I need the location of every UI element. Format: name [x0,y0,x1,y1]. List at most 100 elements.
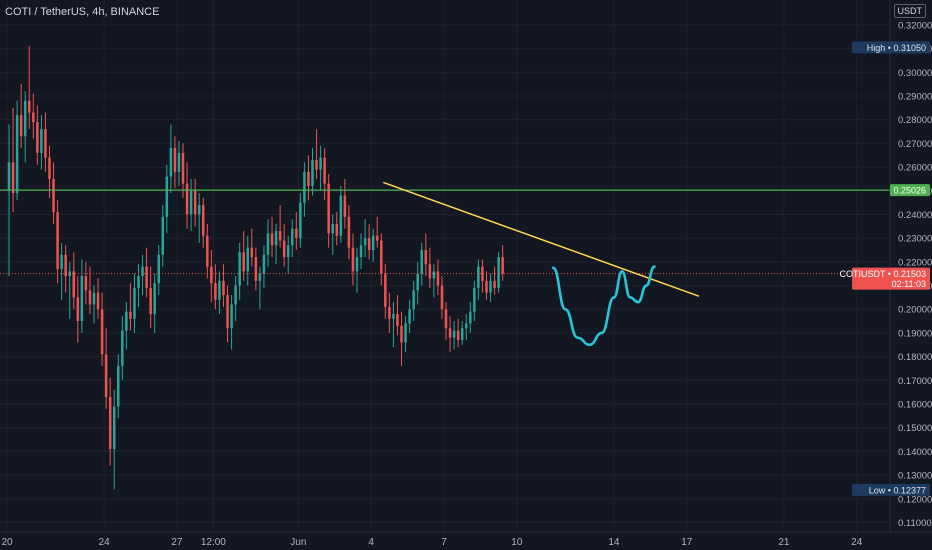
candle-body [133,287,136,319]
low-price-label: Low • 0.12377 [852,483,930,496]
drawings [0,181,890,347]
candle-body [489,280,492,293]
candle-body [76,297,80,322]
candle-body [72,271,76,298]
candle-body [201,204,205,236]
candle-body [169,148,173,177]
candle-body [501,257,504,274]
time-axis[interactable]: 20 24 27 12:00 Jun 4 7 10 14 17 21 24 [1,537,862,548]
resistance-price-label-value: 0.25026 [893,186,926,196]
candle-body [481,266,484,281]
candle-body [214,283,217,300]
candle-body [367,238,371,251]
candle-body [15,114,19,194]
time-tick-label: 24 [99,537,111,548]
candle-body [7,162,11,191]
price-tick-label: 0.26000 [898,163,932,174]
candle-body [436,271,440,286]
price-tick-label: 0.28000 [898,115,932,126]
candle-body [40,129,43,153]
candle-body [52,178,55,213]
candle-body [92,292,96,305]
price-tick-label: 0.15000 [898,423,932,434]
candle-body [432,271,436,279]
candle-body [460,328,464,341]
candle-body [291,228,294,246]
candle-body [400,325,403,343]
candle-body [137,276,140,288]
candle-body [335,223,339,236]
candle-body [36,122,39,153]
currency-button[interactable]: USDT [893,4,926,18]
time-tick-label: Jun [290,537,306,548]
price-tick-label: 0.29000 [898,91,932,102]
price-tick-label: 0.22000 [898,257,932,268]
candle-body [339,195,343,236]
candle-body [380,240,383,274]
high-price-label: High • 0.31050 [852,41,930,54]
candle-body [157,254,160,284]
candle-body [258,273,262,281]
time-tick-label: 4 [368,537,374,548]
candle-body [60,254,63,269]
price-tick-label: 0.14000 [898,447,932,458]
candle-body [396,313,399,326]
candle-body [311,159,314,187]
candle-body [250,247,254,258]
candle-body [485,280,488,293]
price-tick-label: 0.23000 [898,234,932,245]
candle-body [351,247,355,272]
candle-body [141,266,144,277]
candle-body [218,280,221,300]
candle-body [477,266,480,288]
candle-body [303,171,306,203]
candle-body [323,157,326,184]
candle-body [286,245,290,258]
candle-body [80,276,84,322]
current-price-label-countdown: 02:11:03 [892,279,926,289]
candle-body [452,330,456,338]
trendline [383,181,700,297]
candle-body [173,148,177,172]
candle-body [64,254,67,277]
candle-body [125,311,128,331]
price-tick-label: 0.20000 [898,305,932,316]
candle-body [444,309,448,329]
candle-body [497,257,500,288]
candle-body [307,171,310,187]
candle-body [355,257,359,272]
symbol-title[interactable]: COTI / TetherUS, 4h, BINANCE [5,6,160,18]
candle-body [246,247,250,272]
time-tick-label: 24 [851,537,863,548]
resistance-price-label: 0.25026 [890,184,930,197]
candle-body [32,112,35,123]
candle-body [347,216,351,248]
candle-body [262,254,266,274]
price-tick-label: 0.30000 [898,68,932,79]
high-price-label-box [852,41,930,54]
time-tick-label: 10 [511,537,523,548]
candle-body [23,100,27,137]
candle-body [493,280,496,288]
candle-body [254,257,258,281]
candle-body [408,309,411,324]
price-tick-label: 0.32000 [898,20,932,31]
candle-body [295,228,298,239]
candle-body [100,309,104,355]
candle-body [299,202,302,239]
price-tick-label: 0.18000 [898,352,932,363]
candle-body [165,176,169,217]
candle-body [177,152,181,172]
candle-body [181,152,185,184]
candle-body [149,287,152,314]
candle-body [28,100,31,113]
candle-body [104,354,108,397]
candle-body [465,323,468,329]
candle-body [161,216,165,255]
candle-body [197,204,201,215]
candle-body [315,159,318,170]
time-tick-label: 20 [1,537,13,548]
candle-body [226,295,229,329]
